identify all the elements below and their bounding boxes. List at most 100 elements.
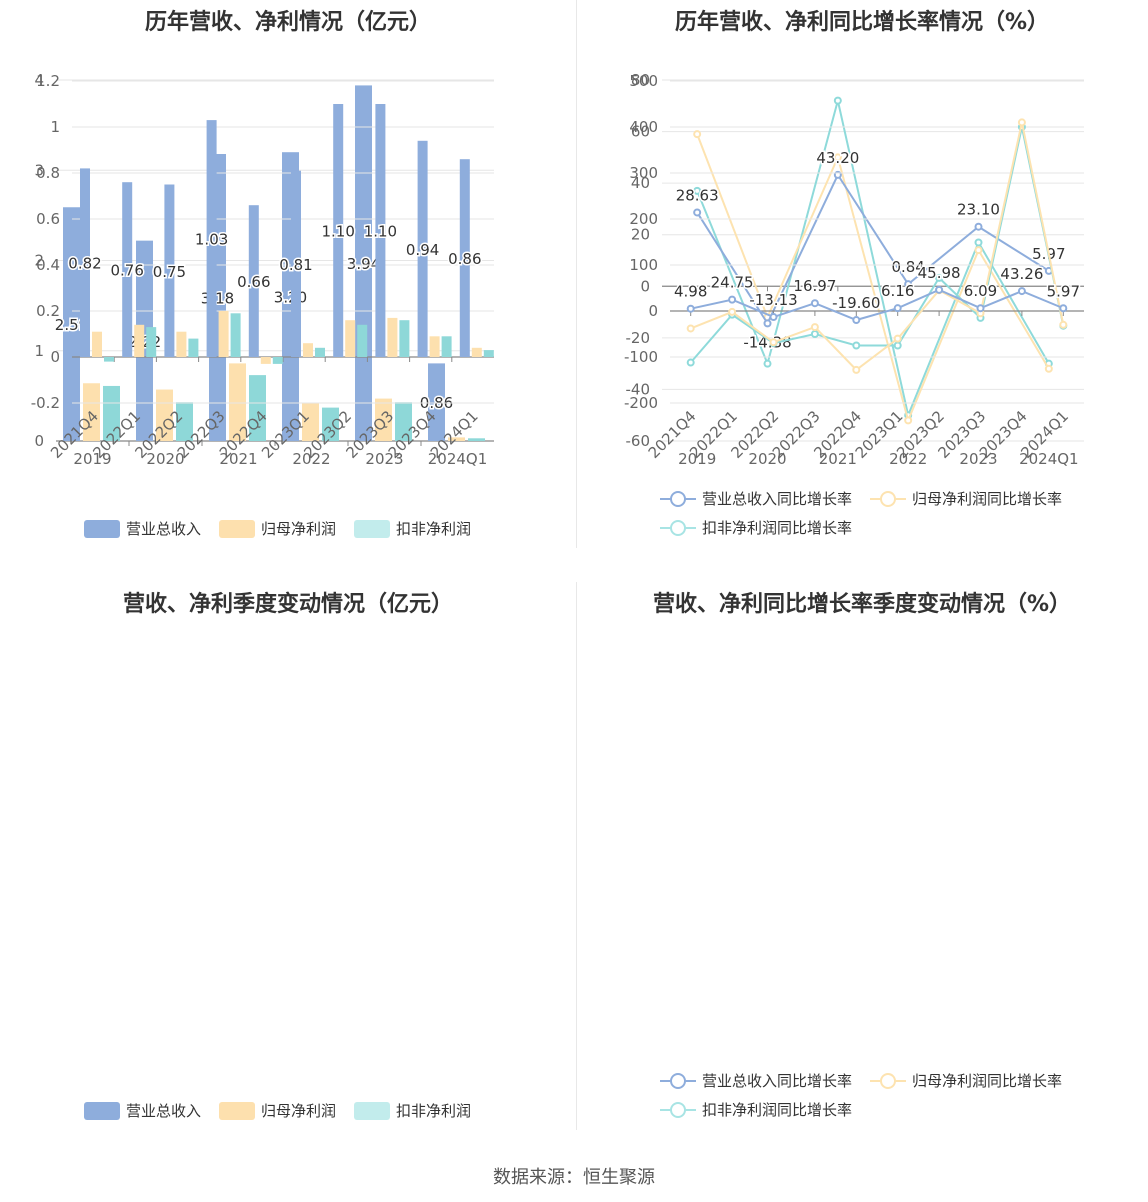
data-label: 16.97 <box>793 277 836 295</box>
bar-revenue <box>164 184 175 357</box>
legend-swatch <box>660 1101 696 1119</box>
data-point <box>974 238 983 247</box>
data-point <box>935 285 944 294</box>
bar-revenue <box>63 207 80 441</box>
data-point <box>1017 118 1026 127</box>
y-tick-label: -0.2 <box>31 394 60 412</box>
data-label: 0.75 <box>153 263 186 281</box>
data-label: -13.13 <box>749 291 797 309</box>
legend-label: 扣非净利润 <box>396 520 472 538</box>
data-label: 24.75 <box>711 274 754 292</box>
data-point <box>904 280 913 289</box>
bar-deducted-profit <box>315 347 325 357</box>
data-point <box>974 222 983 231</box>
divider <box>576 582 577 1130</box>
y-tick-label: 100 <box>629 256 658 274</box>
legend-deducted-profit[interactable]: 扣非净利润 <box>354 518 471 539</box>
bar-revenue <box>136 240 153 441</box>
y-tick-label: -20 <box>626 329 651 347</box>
legend-label: 扣非净利润 <box>396 1102 472 1120</box>
y-tick-label: 300 <box>629 164 658 182</box>
data-label: 23.10 <box>957 201 1000 219</box>
legend-swatch <box>870 490 907 508</box>
y-tick-label: 0 <box>50 348 60 366</box>
legend: 营业总收入同比增长率 归母净利润同比增长率 扣非净利润同比增长率 <box>660 488 1100 538</box>
data-label: 1.10 <box>364 223 397 241</box>
legend-revenue-growth[interactable]: 营业总收入同比增长率 <box>660 1070 852 1091</box>
quarterly-bar-svg: -0.200.20.40.60.811.22021Q42022Q12022Q22… <box>31 72 494 462</box>
data-label: 5.97 <box>1047 282 1080 300</box>
legend-net-growth[interactable]: 归母净利润同比增长率 <box>870 488 1062 509</box>
data-label: 4.98 <box>674 283 707 301</box>
legend: 营业总收入 归母净利润 扣非净利润 <box>84 1100 471 1121</box>
data-label: 3.18 <box>201 290 234 308</box>
legend-label: 扣非净利润同比增长率 <box>702 519 853 537</box>
bar-deducted-profit <box>395 402 412 441</box>
y-tick-label: 500 <box>629 72 658 90</box>
data-point <box>974 246 983 255</box>
legend-swatch <box>354 519 391 538</box>
y-tick-label: 3 <box>34 161 44 179</box>
data-point <box>693 130 702 139</box>
data-point <box>769 313 778 322</box>
data-label: 3.20 <box>274 289 307 307</box>
annual-growth-chart: 历年营收、净利同比增长率情况（%） -60 -40 -20 0 20 40 60 80 2019… <box>576 0 1148 560</box>
data-point <box>893 334 902 343</box>
bar-deducted-profit <box>468 438 485 441</box>
legend-swatch <box>660 1072 696 1090</box>
x-tick-label: 2021 <box>819 450 857 468</box>
legend: 营业总收入 归母净利润 扣非净利润 <box>84 518 471 539</box>
legend-swatch <box>870 1072 907 1090</box>
y-tick-label: 40 <box>631 174 650 192</box>
bar-net-profit <box>83 383 100 441</box>
y-tick-label: 20 <box>631 226 650 244</box>
legend-net-growth[interactable]: 归母净利润同比增长率 <box>870 1070 1062 1091</box>
data-point <box>893 304 902 313</box>
legend-net-profit[interactable]: 归母净利润 <box>219 1100 336 1121</box>
bar-deducted-profit <box>230 313 241 357</box>
y-tick-label: 2 <box>34 252 44 270</box>
y-tick-label: 400 <box>629 118 658 136</box>
y-tick-label: 0.6 <box>36 210 60 228</box>
divider <box>576 0 577 548</box>
data-point <box>693 186 702 195</box>
legend-deducted-profit[interactable]: 扣非净利润 <box>354 1100 471 1121</box>
data-point <box>810 299 819 308</box>
data-label: 6.16 <box>881 282 914 300</box>
data-label: 0.81 <box>279 256 312 274</box>
legend-swatch <box>219 519 256 538</box>
legend-deducted-growth[interactable]: 扣非净利润同比增长率 <box>660 1099 852 1120</box>
bar-net-profit <box>471 347 482 357</box>
legend-deducted-growth[interactable]: 扣非净利润同比增长率 <box>660 517 852 538</box>
legend-revenue[interactable]: 营业总收入 <box>84 1100 201 1121</box>
y-tick-label: 1 <box>34 342 44 360</box>
legend-revenue[interactable]: 营业总收入 <box>84 518 201 539</box>
data-label: 43.20 <box>816 149 859 167</box>
data-label: 0.94 <box>406 241 439 259</box>
bar-revenue <box>80 168 90 357</box>
bar-deducted-profit <box>104 357 114 362</box>
data-label: 1.10 <box>321 223 354 241</box>
legend-label: 归母净利润同比增长率 <box>912 1072 1063 1090</box>
legend-swatch <box>660 519 696 537</box>
data-label: 0.82 <box>68 255 101 273</box>
bar-deducted-profit <box>322 407 339 441</box>
legend-swatch <box>84 519 120 538</box>
data-point <box>904 416 913 425</box>
data-point <box>935 273 944 282</box>
x-tick-label: 2019 <box>73 450 111 468</box>
data-point <box>1017 287 1026 296</box>
legend-label: 营业总收入 <box>126 520 202 538</box>
data-label: 0.86 <box>448 250 481 268</box>
x-tick-label: 2022 <box>889 450 927 468</box>
data-label: 6.09 <box>964 282 997 300</box>
quarterly-revenue-profit-chart: 营收、净利季度变动情况（亿元） -0.2 0 0.2 0.4 0.6 0.8 1 1.2 202… <box>0 72 576 1142</box>
legend-revenue-growth[interactable]: 营业总收入同比增长率 <box>660 488 852 509</box>
chart-title: 历年营收、净利情况（亿元） <box>144 10 431 35</box>
bar-deducted-profit <box>188 338 199 357</box>
quarterly-line-svg: -200-10001002003004005002021Q42022Q12022… <box>624 72 1084 462</box>
y-tick-label: -60 <box>626 432 651 450</box>
legend-net-profit[interactable]: 归母净利润 <box>219 518 336 539</box>
bar-net-profit <box>387 317 398 357</box>
